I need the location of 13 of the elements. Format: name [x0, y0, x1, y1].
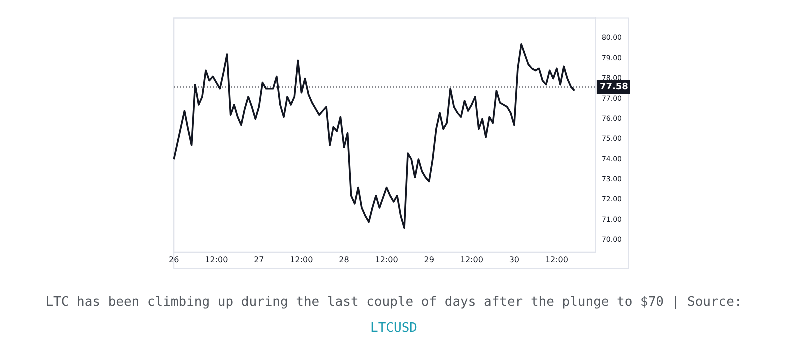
text: LTC has been climbing up during the last couple of days after the plunge to $70 | Source:	[44, 294, 744, 312]
x-tick-label: 27	[254, 255, 264, 264]
ref-line-label: 77.58	[600, 82, 628, 93]
x-tick-label: 28	[339, 255, 350, 264]
text: LTCUSD	[370, 320, 418, 338]
x-tick-label: 12:00	[290, 255, 314, 264]
x-tick-label: 12:00	[460, 255, 484, 264]
x-tick-label: 12:00	[205, 255, 228, 264]
x-tick-label: 29	[424, 255, 434, 264]
x-tick-label: 30	[509, 255, 520, 264]
x-tick-label: 12:00	[375, 255, 398, 264]
x-tick-label: 12:00	[545, 255, 568, 264]
x-tick-label: 26	[168, 255, 180, 264]
